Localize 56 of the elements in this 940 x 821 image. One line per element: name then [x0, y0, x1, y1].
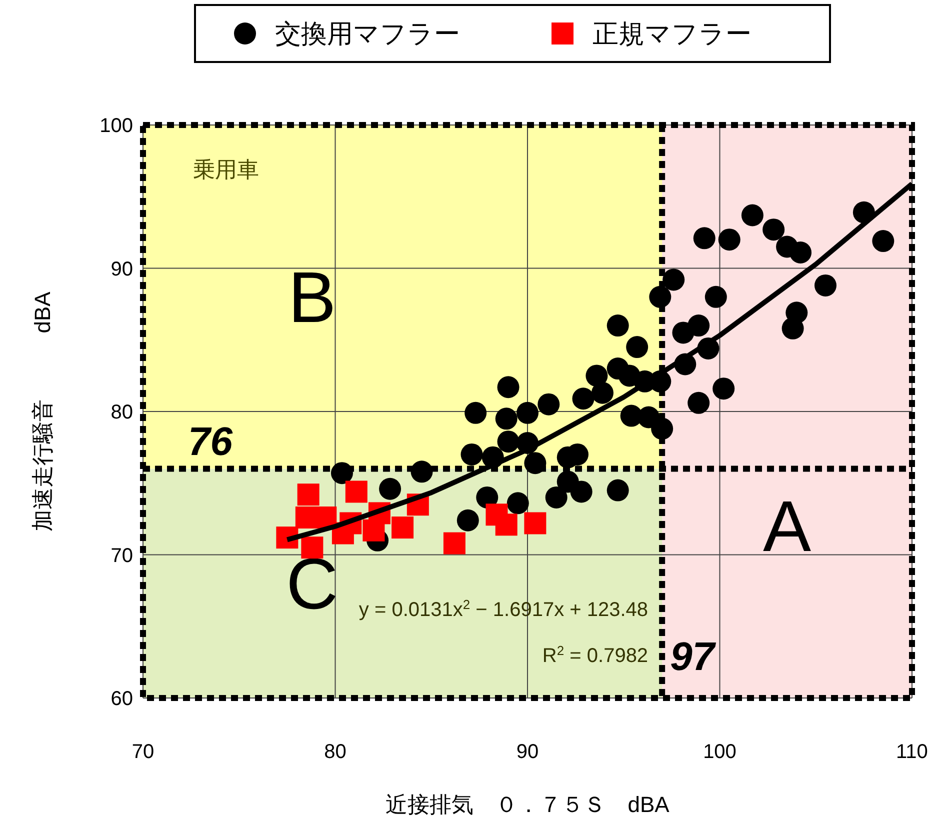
point — [606, 314, 629, 337]
point — [872, 230, 894, 252]
point — [460, 443, 483, 466]
point — [704, 286, 727, 308]
y-tick-label: 100 — [100, 115, 133, 137]
point — [814, 274, 836, 296]
y-tick-label: 70 — [110, 544, 133, 567]
point — [379, 478, 402, 500]
point — [464, 402, 487, 424]
point — [497, 376, 520, 398]
y-tick-label: 60 — [110, 688, 133, 710]
point — [516, 402, 538, 424]
annotation: R$^{2}$ = 0.7982 — [542, 642, 648, 667]
point — [688, 314, 710, 337]
y-tick-label: 90 — [110, 258, 133, 280]
annotation: 乗用車 — [193, 157, 259, 182]
point — [606, 479, 629, 502]
point — [782, 317, 804, 340]
point — [545, 486, 568, 508]
x-axis-title: 近接排気 ０．７５Ｓ dBA — [386, 792, 670, 817]
point — [297, 484, 320, 506]
point — [524, 512, 546, 534]
point — [693, 227, 716, 250]
x-tick-label: 100 — [703, 741, 736, 763]
point — [345, 480, 368, 503]
point — [662, 268, 685, 291]
ref-line-label: 76 — [188, 420, 234, 464]
band-label: A — [763, 487, 812, 568]
point — [556, 470, 579, 493]
point — [762, 218, 785, 241]
point — [443, 532, 466, 554]
point — [591, 382, 614, 404]
point — [392, 516, 414, 539]
ref-line-label: 97 — [670, 635, 716, 679]
point — [712, 378, 735, 400]
point — [626, 336, 648, 358]
legend-label: 正規マフラー — [592, 18, 752, 48]
point — [741, 204, 764, 226]
legend-label: 交換用マフラー — [275, 18, 460, 48]
x-tick-label: 90 — [516, 741, 539, 763]
y-tick-label: 80 — [110, 402, 133, 424]
band-label: B — [288, 258, 336, 338]
x-tick-label: 70 — [132, 741, 154, 763]
point — [506, 492, 529, 514]
point — [789, 241, 812, 264]
point — [718, 228, 740, 251]
x-tick-label: 110 — [896, 741, 928, 763]
point — [586, 364, 608, 387]
point — [538, 393, 560, 416]
point — [456, 509, 479, 532]
point — [497, 430, 520, 453]
x-tick-label: 80 — [324, 741, 346, 763]
point — [495, 408, 518, 430]
point — [688, 392, 710, 414]
point — [572, 388, 594, 410]
y-axis-title: 加速走行騒音 dBA — [30, 291, 55, 532]
